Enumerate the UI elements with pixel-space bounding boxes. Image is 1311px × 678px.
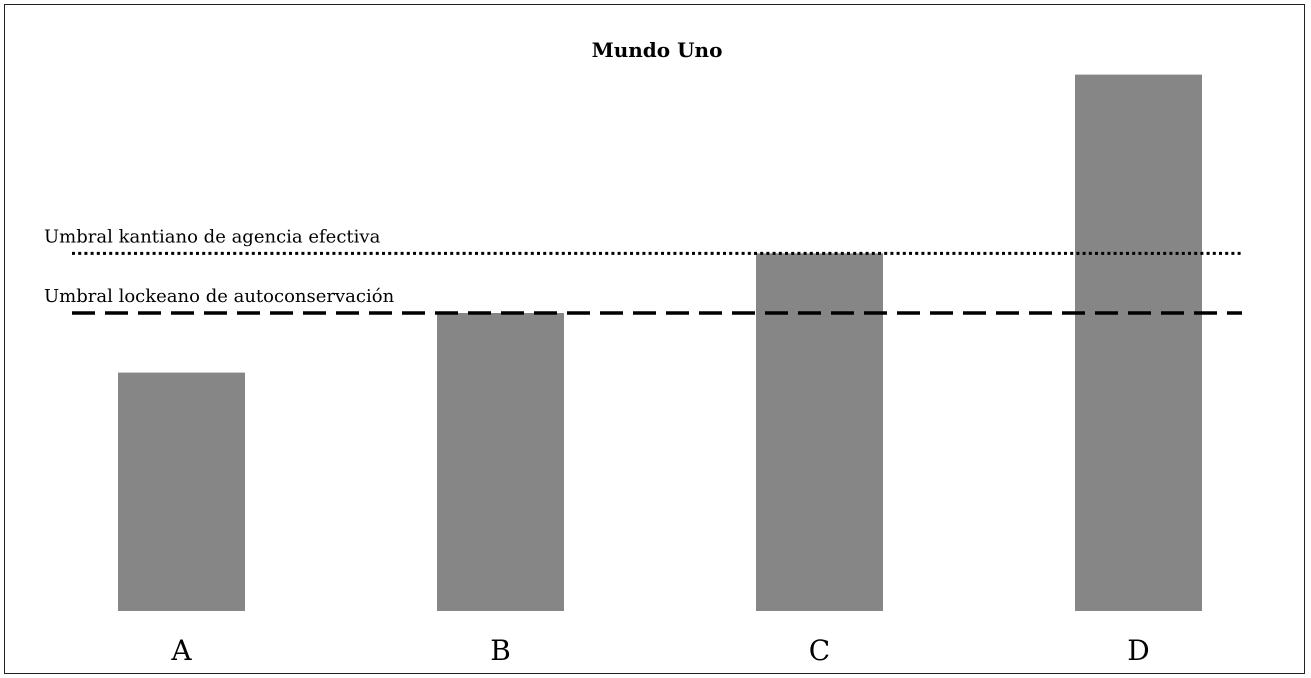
category-labels-layer: A B C D [170,634,1149,667]
reference-line-label-dotted: Umbral kantiano de agencia efectiva [44,226,381,247]
category-label-c: C [809,634,830,667]
reference-lines-layer: Umbral kantiano de agencia efectiva Umbra… [44,226,1242,315]
chart-frame [4,4,1305,674]
bar-a [118,372,245,611]
bar-c [756,253,883,611]
category-label-a: A [170,634,192,667]
bar-d [1075,74,1202,612]
bars-layer [118,74,1202,612]
chart-title: Mundo Uno [592,38,723,62]
category-label-d: D [1127,634,1149,667]
reference-line-label-dashed: Umbral lockeano de autoconservación [44,286,395,307]
bar-b [437,313,564,611]
category-label-b: B [490,634,511,667]
